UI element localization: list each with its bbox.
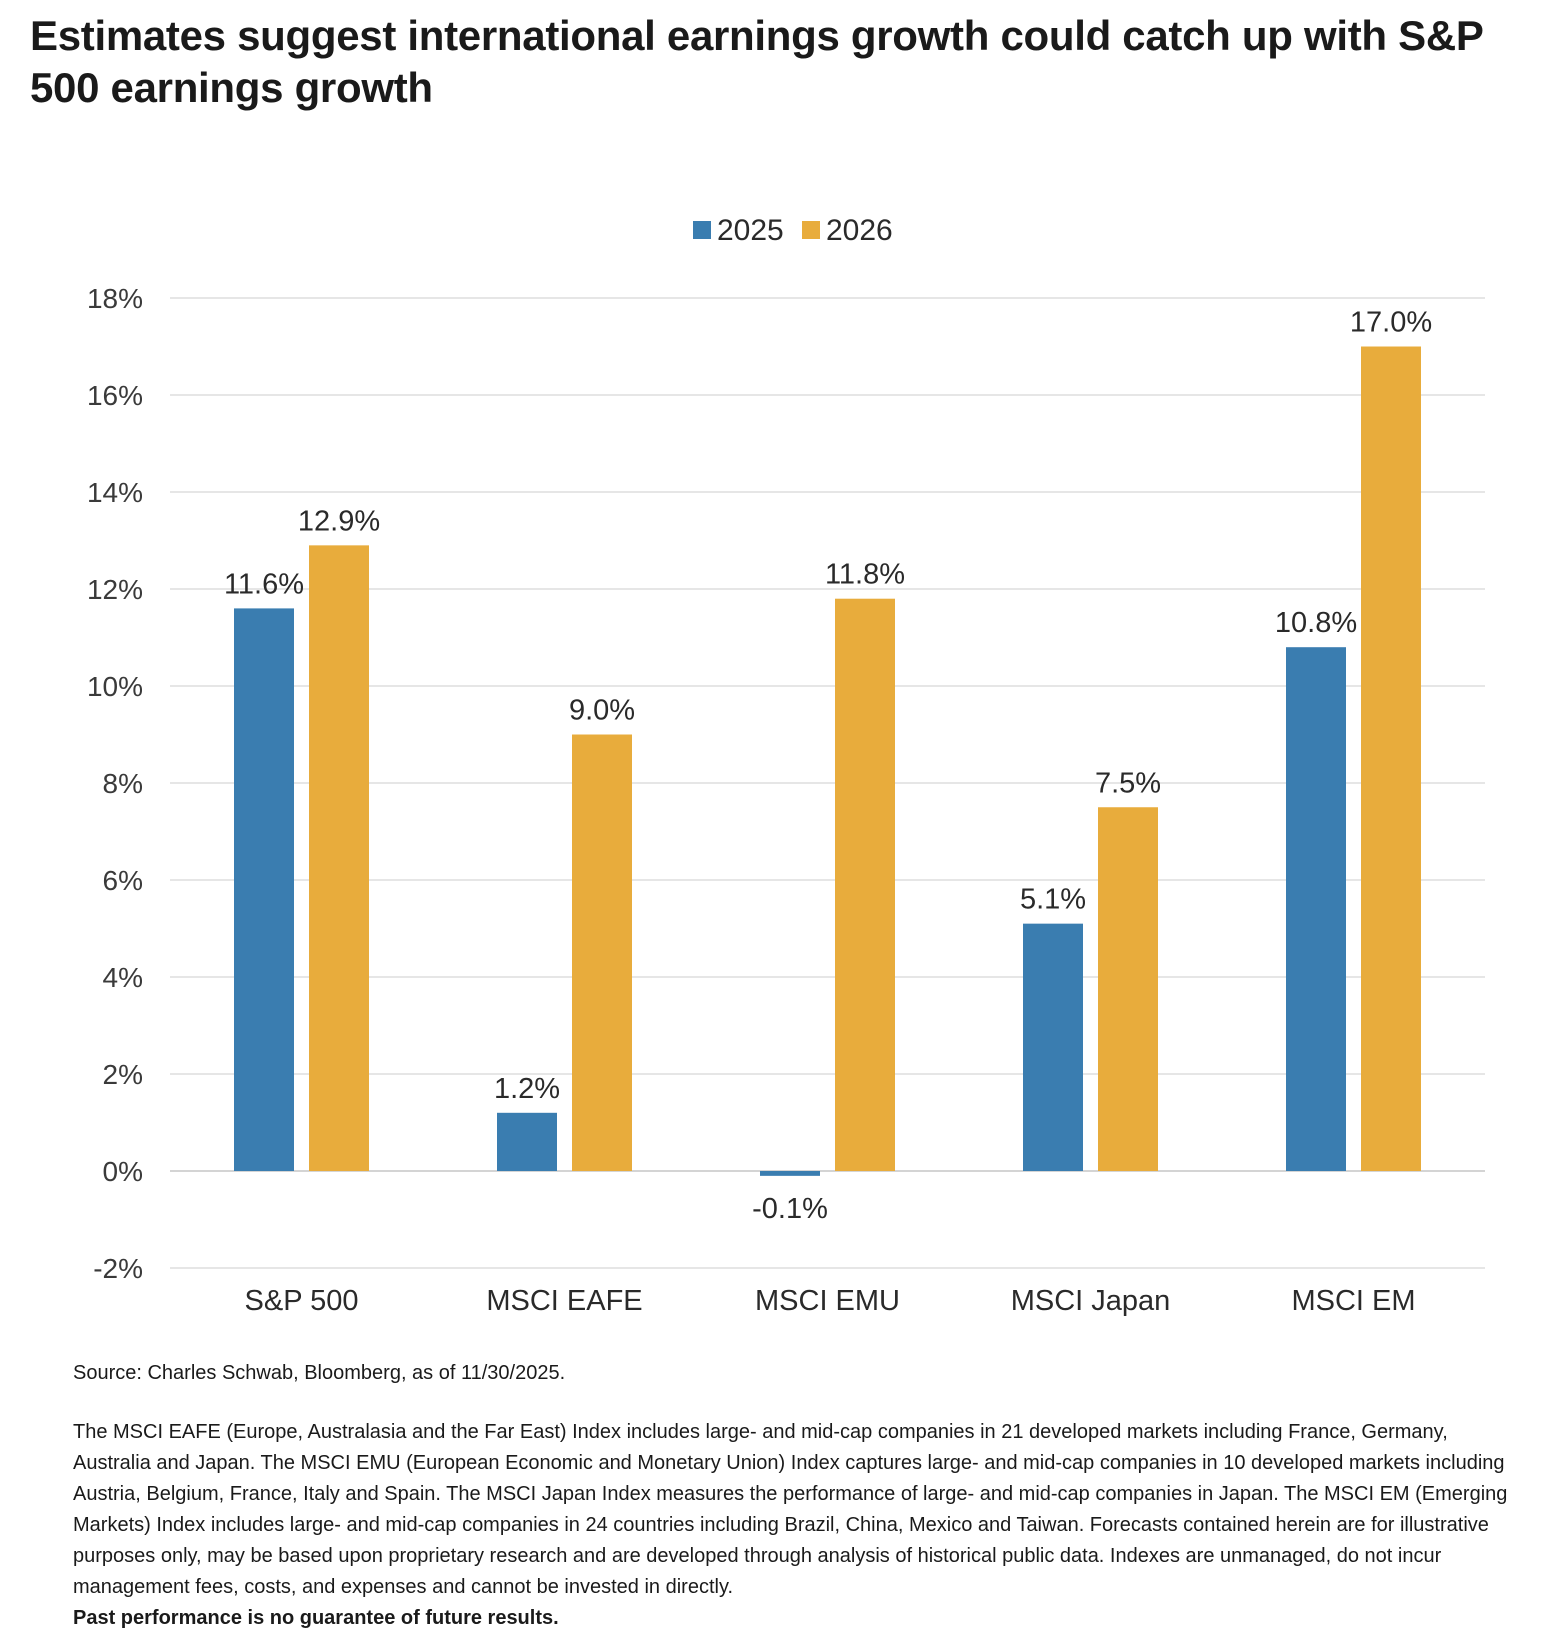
chart-title: Estimates suggest international earnings…: [30, 12, 1483, 111]
gridlines: [170, 297, 1485, 1269]
legend-swatch: [693, 221, 711, 239]
bar-chart: 2025 2026 18% 16% 14% 12% 10% 8% 6% 4% 2% 0% -2% 11…: [87, 214, 1485, 1317]
bar-2025-3: [1023, 923, 1083, 1171]
x-category-label: MSCI Japan: [1011, 1285, 1171, 1317]
bar-2025-2: [760, 1171, 820, 1176]
disclaimer-bold-note: Past performance is no guarantee of futu…: [73, 1607, 559, 1629]
bar-2025-1: [497, 1112, 557, 1171]
x-axis: S&P 500 MSCI EAFE MSCI EMU MSCI Japan MSCI E…: [245, 1285, 1416, 1317]
data-label: 9.0%: [569, 695, 635, 727]
y-tick-label: 0%: [103, 1156, 143, 1187]
y-tick-label: 16%: [87, 380, 143, 411]
data-label: 11.8%: [825, 559, 905, 591]
bars: [234, 346, 1421, 1176]
y-tick-label: 6%: [103, 865, 143, 896]
data-labels: 11.6% 12.9% 1.2% 9.0% -0.1% 11.8% 5.1% 7.5% 10.8…: [224, 307, 1432, 1225]
y-tick-label: 18%: [87, 283, 143, 314]
y-tick-label: 12%: [87, 574, 143, 605]
bar-2025-4: [1286, 647, 1346, 1171]
source-note: Source: Charles Schwab, Bloomberg, as of…: [73, 1362, 566, 1384]
y-axis: 18% 16% 14% 12% 10% 8% 6% 4% 2% 0% -2%: [87, 283, 143, 1284]
x-category-label: MSCI EM: [1291, 1285, 1415, 1317]
data-label: -0.1%: [752, 1193, 828, 1225]
data-label: 17.0%: [1350, 307, 1432, 339]
x-category-label: MSCI EAFE: [486, 1285, 642, 1317]
data-label: 1.2%: [494, 1073, 560, 1105]
legend: 2025 2026: [693, 214, 893, 247]
y-tick-label: -2%: [93, 1253, 143, 1284]
legend-swatch: [802, 221, 820, 239]
disclaimer-body: The MSCI EAFE (Europe, Australasia and t…: [73, 1421, 1508, 1598]
y-tick-label: 10%: [87, 671, 143, 702]
x-category-label: S&P 500: [245, 1285, 359, 1317]
data-label: 5.1%: [1020, 884, 1086, 916]
legend-label: 2026: [826, 214, 893, 247]
y-tick-label: 4%: [103, 962, 143, 993]
data-label: 11.6%: [224, 568, 304, 600]
data-label: 7.5%: [1095, 767, 1161, 799]
bar-2026-3: [1098, 807, 1158, 1171]
y-tick-label: 14%: [87, 477, 143, 508]
bar-2026-0: [309, 545, 369, 1171]
bar-2025-0: [234, 608, 294, 1171]
legend-label: 2025: [717, 214, 784, 247]
bar-2026-1: [572, 734, 632, 1171]
bar-2026-2: [835, 598, 895, 1171]
data-label: 12.9%: [298, 505, 380, 537]
disclaimer-text: The MSCI EAFE (Europe, Australasia and t…: [73, 1417, 1513, 1634]
y-tick-label: 8%: [103, 768, 143, 799]
data-label: 10.8%: [1275, 607, 1357, 639]
x-category-label: MSCI EMU: [755, 1285, 900, 1317]
y-tick-label: 2%: [103, 1059, 143, 1090]
chart-footer: Source: Charles Schwab, Bloomberg, as of…: [73, 1358, 1513, 1634]
bar-2026-4: [1361, 346, 1421, 1171]
